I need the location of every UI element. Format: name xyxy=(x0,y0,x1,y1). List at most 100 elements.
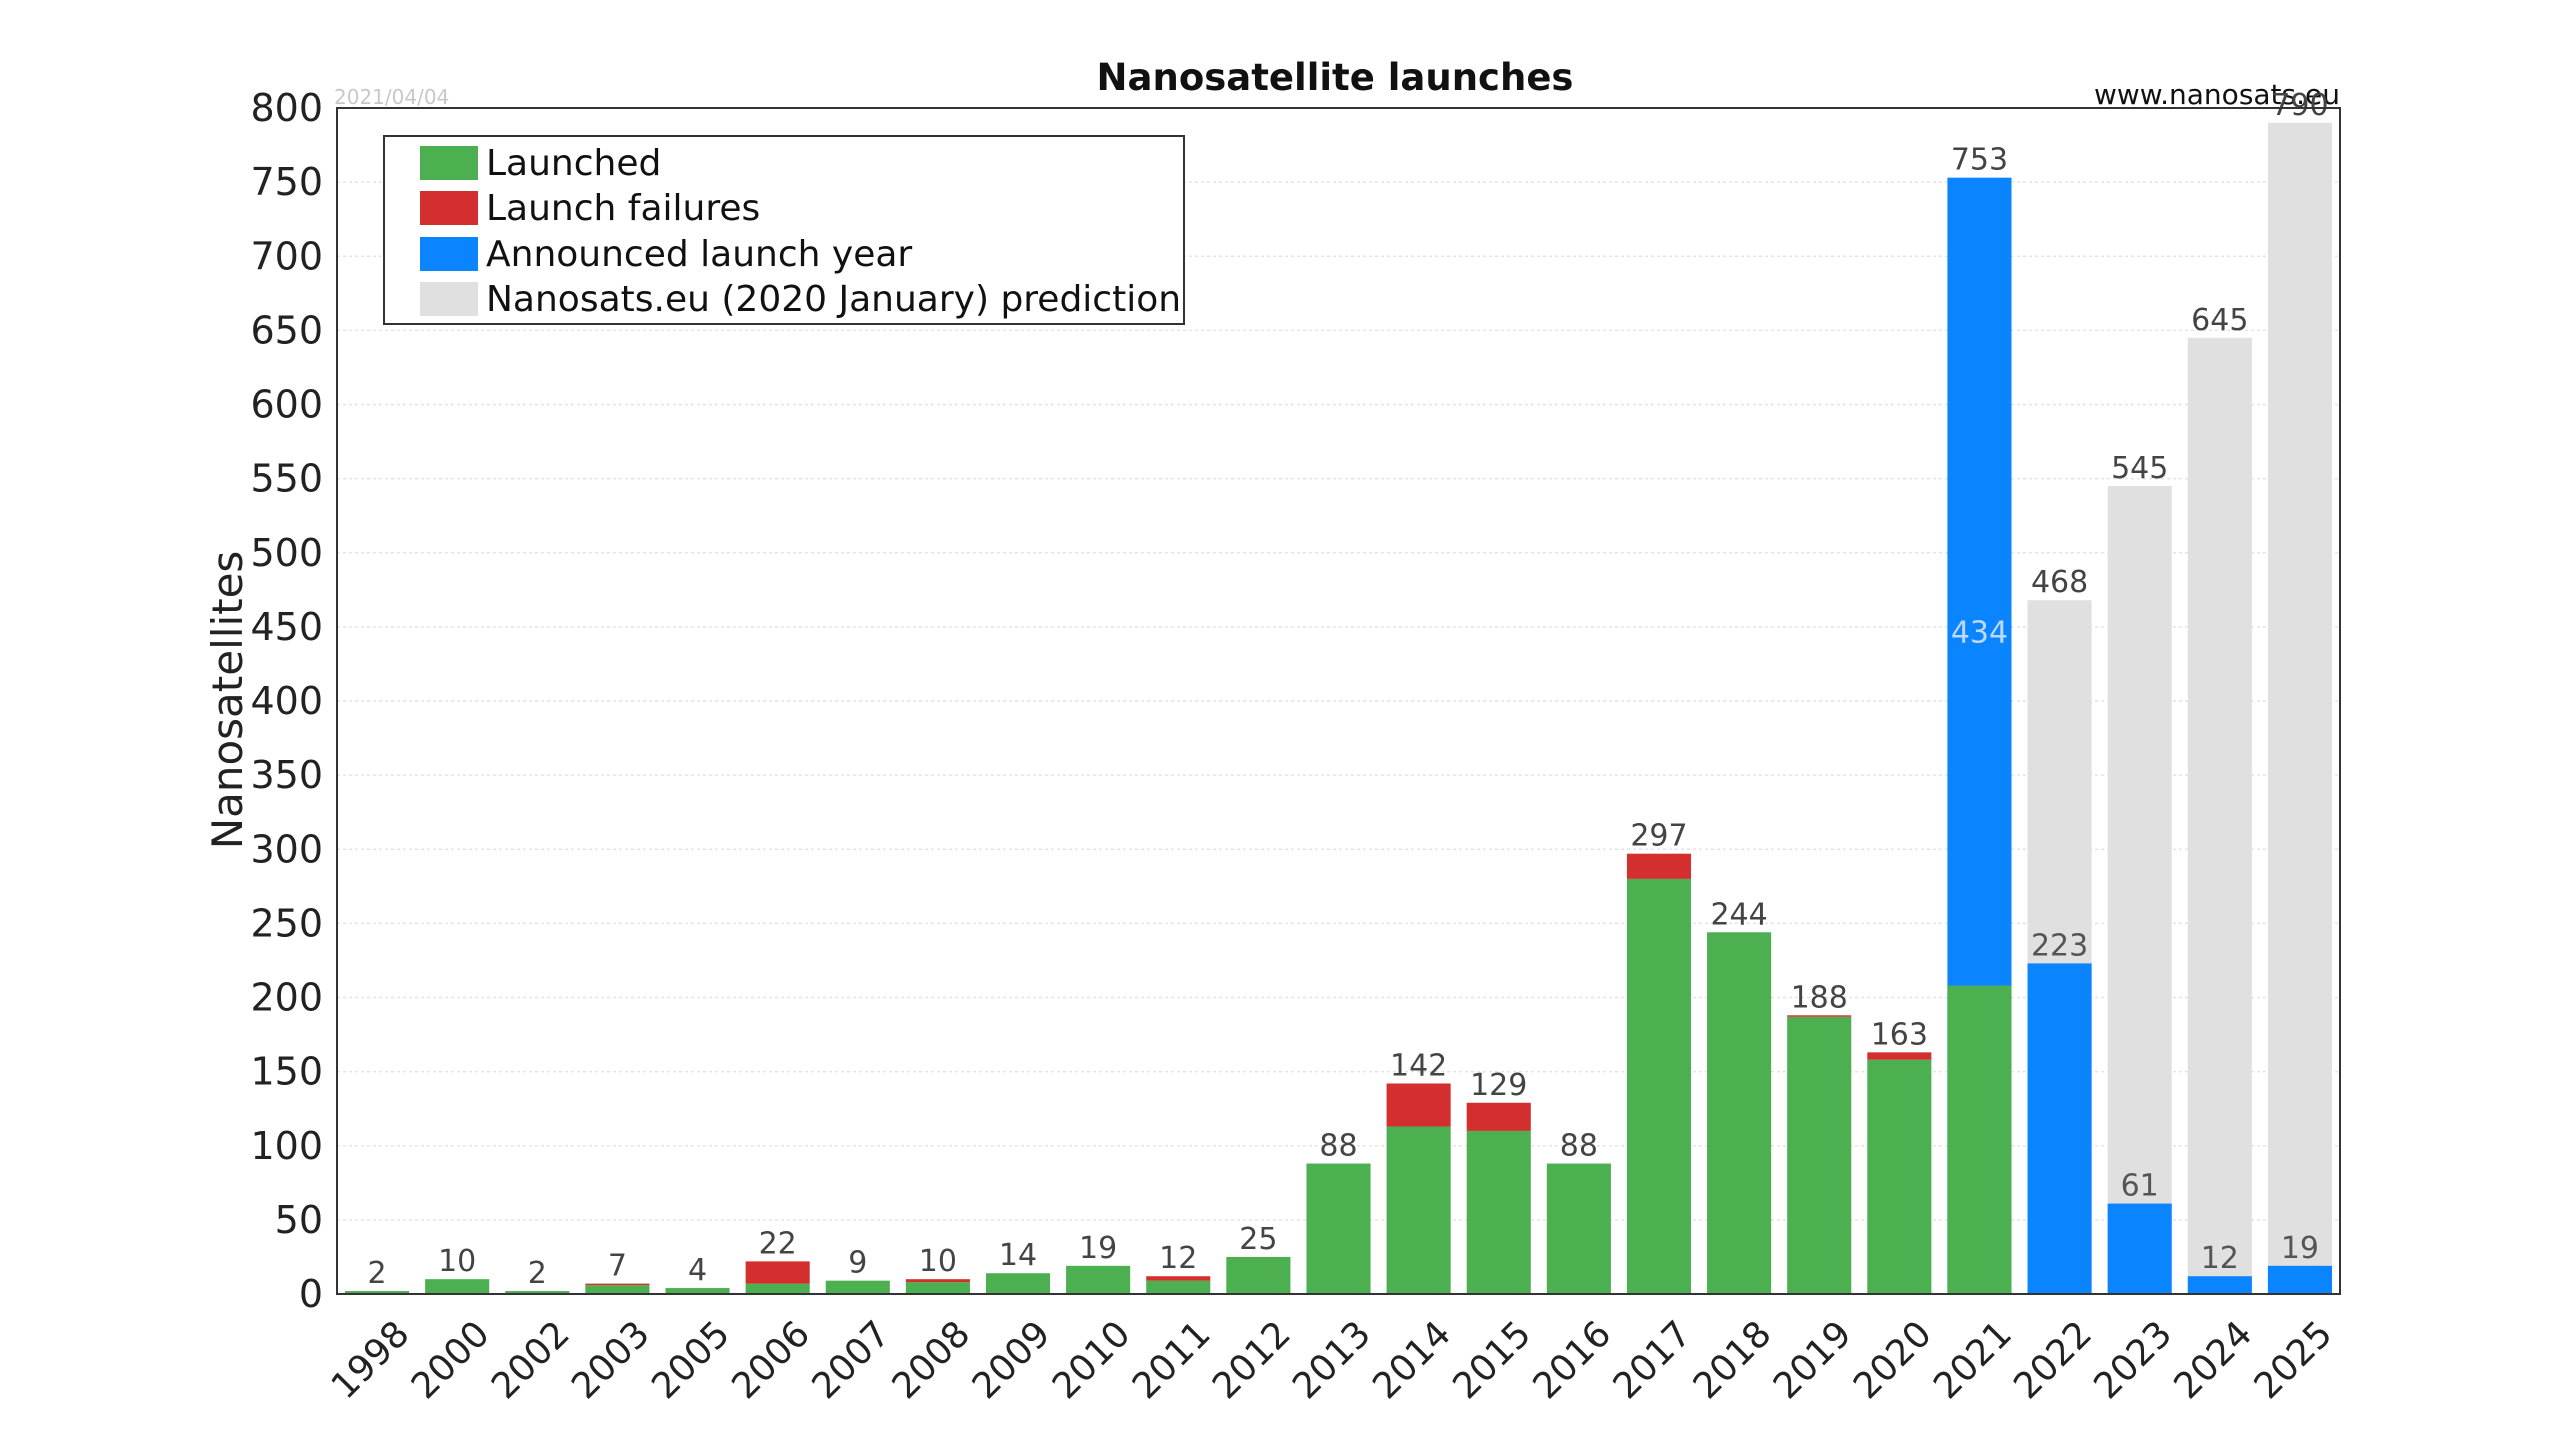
bar-launched-2005 xyxy=(665,1288,730,1294)
data-label-total-2011: 12 xyxy=(1159,1241,1197,1276)
bar-launched-2018 xyxy=(1707,932,1772,1294)
plot-frame xyxy=(336,107,2341,1295)
legend-box xyxy=(383,135,1185,325)
y-tick-label: 650 xyxy=(250,308,323,352)
data-label-total-2016: 88 xyxy=(1560,1129,1598,1164)
y-tick-label: 400 xyxy=(250,679,323,723)
data-label-total-2000: 10 xyxy=(438,1244,476,1279)
x-tick-label: 2003 xyxy=(564,1313,658,1407)
y-tick-label: 300 xyxy=(250,827,323,871)
bar-launched-2008 xyxy=(905,1282,970,1294)
legend-label-prediction: Nanosats.eu (2020 January) prediction xyxy=(486,279,1181,320)
x-tick-label: 2016 xyxy=(1526,1313,1620,1407)
bar-launched-2003 xyxy=(585,1285,650,1294)
x-tick-label: 2014 xyxy=(1365,1313,1459,1407)
x-tick-label: 2023 xyxy=(2086,1313,2180,1407)
data-label-total-2025: 790 xyxy=(2271,88,2328,123)
bar-announced-launch-year-2023 xyxy=(2107,1203,2172,1294)
bar-launched-2007 xyxy=(825,1280,890,1294)
bar-launched-2000 xyxy=(425,1279,490,1294)
data-label-total-2005: 4 xyxy=(688,1253,707,1288)
y-tick-label: 500 xyxy=(250,531,323,575)
x-tick-label: 2018 xyxy=(1686,1313,1780,1407)
bar-launched-2013 xyxy=(1306,1163,1371,1294)
data-label-total-2014: 142 xyxy=(1390,1048,1447,1083)
x-tick-label: 2005 xyxy=(644,1313,738,1407)
bar-launched-2014 xyxy=(1386,1126,1451,1294)
data-label-total-1998: 2 xyxy=(368,1256,387,1291)
data-label-total-2020: 163 xyxy=(1871,1017,1928,1052)
data-label-inner-2021: 434 xyxy=(1951,616,2008,651)
data-label-inner-2025: 19 xyxy=(2281,1231,2319,1266)
data-label-total-2022: 468 xyxy=(2031,565,2088,600)
bar-launch-failures-2014 xyxy=(1386,1083,1451,1127)
x-tick-label: 2021 xyxy=(1926,1313,2020,1407)
data-label-total-2009: 14 xyxy=(999,1238,1037,1273)
y-tick-label: 700 xyxy=(250,234,323,278)
y-tick-label: 450 xyxy=(250,605,323,649)
bar-launched-2019 xyxy=(1787,1016,1852,1294)
bar-launched-2010 xyxy=(1066,1265,1131,1294)
legend-label-launch-failures: Launch failures xyxy=(486,188,760,229)
x-tick-label: 2006 xyxy=(724,1313,818,1407)
y-tick-label: 0 xyxy=(299,1272,323,1316)
y-tick-label: 350 xyxy=(250,753,323,797)
y-tick-label: 550 xyxy=(250,457,323,501)
bar-launch-failures-2008 xyxy=(905,1279,970,1283)
legend-swatch-launched xyxy=(420,146,478,180)
bar-launched-2017 xyxy=(1626,878,1692,1294)
x-tick-labels: 1998200020022003200520062007200820092010… xyxy=(324,1313,2341,1407)
y-tick-labels: 0 50 100 150 200 250 300 350 400 450 500 550 600 650 7… xyxy=(250,86,323,1316)
bar-launch-failures-2015 xyxy=(1466,1102,1531,1131)
data-label-total-2021: 753 xyxy=(1951,143,2008,178)
data-label-total-2007: 9 xyxy=(848,1246,867,1281)
data-label-total-2019: 188 xyxy=(1791,980,1848,1015)
data-label-inner-2024: 12 xyxy=(2201,1241,2239,1276)
x-tick-label: 2022 xyxy=(2006,1313,2100,1407)
legend-label-launched: Launched xyxy=(486,143,661,184)
data-labels: 2 10 2 7 4 22 9 10 14 19 12 25 88 142 129 88 297 244 188 16… xyxy=(368,88,2329,1291)
source-url: www.nanosats.eu xyxy=(2094,78,2340,111)
bar-announced-launch-year-2022 xyxy=(2027,963,2092,1294)
x-tick-label: 2020 xyxy=(1846,1313,1940,1407)
date-stamp: 2021/04/04 xyxy=(334,85,449,109)
y-tick-label: 800 xyxy=(250,86,323,130)
data-label-total-2002: 2 xyxy=(528,1256,547,1291)
legend-swatch-launch-failures xyxy=(420,191,478,225)
x-tick-label: 2011 xyxy=(1125,1313,1219,1407)
bar-launch-failures-2019 xyxy=(1787,1015,1852,1017)
legend-swatch-prediction xyxy=(420,282,478,316)
x-tick-label: 2015 xyxy=(1445,1313,1539,1407)
chart-title: Nanosatellite launches xyxy=(1097,56,1574,99)
y-tick-label: 250 xyxy=(250,901,323,945)
bar-launched-2016 xyxy=(1546,1163,1611,1294)
bar-launched-2011 xyxy=(1146,1280,1211,1294)
data-label-total-2013: 88 xyxy=(1319,1129,1357,1164)
bar-launched-1998 xyxy=(345,1291,410,1294)
legend-label-announced: Announced launch year xyxy=(486,234,912,275)
bar-announced-launch-year-2025 xyxy=(2267,1265,2332,1294)
bar-launch-failures-2020 xyxy=(1867,1052,1932,1060)
data-label-total-2010: 19 xyxy=(1079,1231,1117,1266)
data-label-inner-2023: 61 xyxy=(2121,1169,2159,1204)
data-label-total-2012: 25 xyxy=(1239,1222,1277,1257)
x-tick-label: 2007 xyxy=(804,1313,898,1407)
bar-nanosats-eu-2020-january-prediction-2024 xyxy=(2187,337,2252,1295)
bar-launched-2012 xyxy=(1226,1256,1291,1294)
bar-launch-failures-2006 xyxy=(745,1261,810,1284)
data-label-total-2018: 244 xyxy=(1710,897,1767,932)
bar-launched-2002 xyxy=(505,1291,570,1294)
x-tick-label: 2012 xyxy=(1205,1313,1299,1407)
data-label-total-2006: 22 xyxy=(759,1226,797,1261)
data-label-total-2017: 297 xyxy=(1630,819,1687,854)
y-tick-label: 150 xyxy=(250,1050,323,1094)
bar-launched-2009 xyxy=(985,1273,1051,1294)
x-tick-label: 2025 xyxy=(2247,1313,2341,1407)
y-tick-label: 200 xyxy=(250,976,323,1020)
data-label-total-2015: 129 xyxy=(1470,1068,1527,1103)
data-label-total-2023: 545 xyxy=(2111,451,2168,486)
x-tick-label: 2008 xyxy=(885,1313,979,1407)
x-tick-label: 2009 xyxy=(965,1313,1059,1407)
legend-swatch-announced xyxy=(420,237,478,271)
